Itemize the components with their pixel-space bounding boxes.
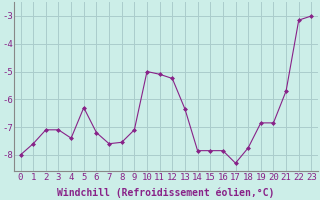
X-axis label: Windchill (Refroidissement éolien,°C): Windchill (Refroidissement éolien,°C) [57, 187, 275, 198]
